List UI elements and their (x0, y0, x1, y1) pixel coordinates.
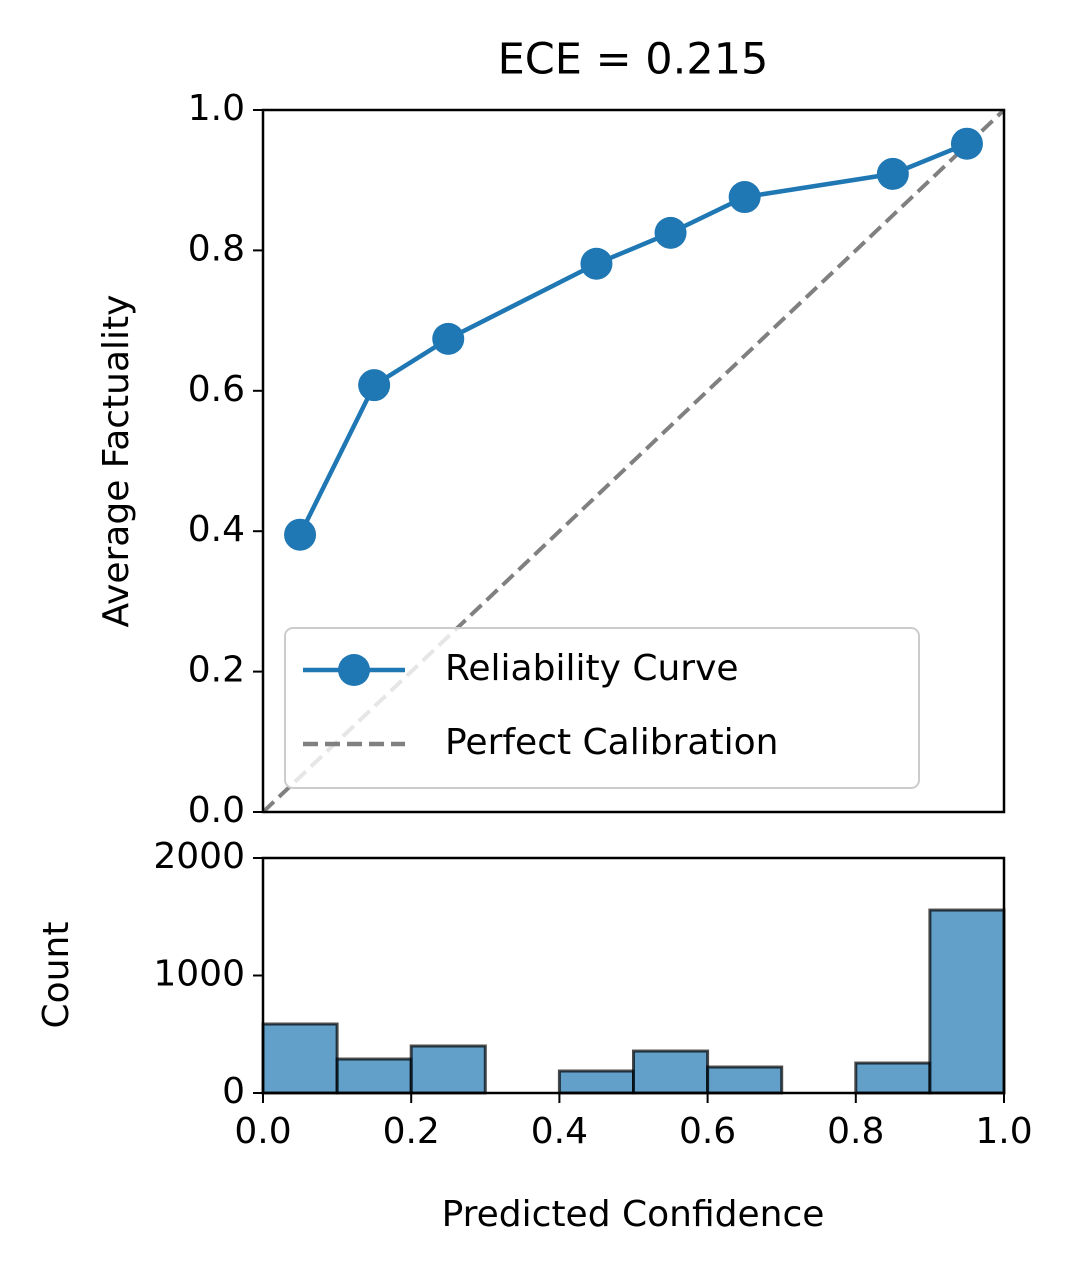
bar (928, 908, 1006, 1095)
x-tick-label: 0.0 (234, 1111, 291, 1152)
legend-label: Perfect Calibration (445, 722, 778, 763)
series-line (298, 141, 968, 536)
y-tick-label: 0.8 (188, 228, 245, 269)
bar (409, 1044, 487, 1095)
x-tick-label: 0.2 (383, 1111, 440, 1152)
series-line (261, 108, 1006, 814)
y-tick-label: 0 (222, 1071, 245, 1112)
y-tick-label: 0.0 (188, 790, 245, 831)
axes-frame (261, 108, 1006, 814)
point (432, 322, 465, 355)
chart-title: ECE = 0.215 (498, 35, 769, 85)
bar (261, 1022, 339, 1095)
bar (854, 1061, 932, 1095)
legend-label: Reliability Curve (445, 648, 739, 689)
y-tick-label: 0.2 (188, 650, 245, 691)
bar (335, 1057, 413, 1095)
point (876, 157, 909, 190)
legend-marker (338, 654, 370, 686)
point (284, 518, 317, 551)
y-tick-label: 0.6 (188, 369, 245, 410)
x-axis-label: Predicted Confidence (442, 1194, 825, 1235)
y-tick-label: 2000 (153, 836, 245, 877)
point (950, 127, 983, 160)
x-tick-label: 0.4 (531, 1111, 588, 1152)
x-tick-label: 0.8 (827, 1111, 884, 1152)
y-axis-label: Average Factuality (96, 295, 137, 628)
bar (706, 1065, 784, 1095)
point (580, 247, 613, 280)
point (654, 216, 687, 249)
bar (632, 1049, 710, 1095)
y-tick-label: 0.4 (188, 509, 245, 550)
axes-frame (261, 856, 1006, 1095)
point (728, 181, 761, 214)
x-tick-label: 1.0 (975, 1111, 1032, 1152)
bar (557, 1069, 636, 1095)
y-tick-label: 1.0 (188, 88, 245, 129)
y-axis-label: Count (36, 922, 77, 1029)
y-tick-label: 1000 (153, 954, 245, 995)
point (358, 369, 391, 402)
legend-box (284, 627, 920, 789)
x-tick-label: 0.6 (679, 1111, 736, 1152)
